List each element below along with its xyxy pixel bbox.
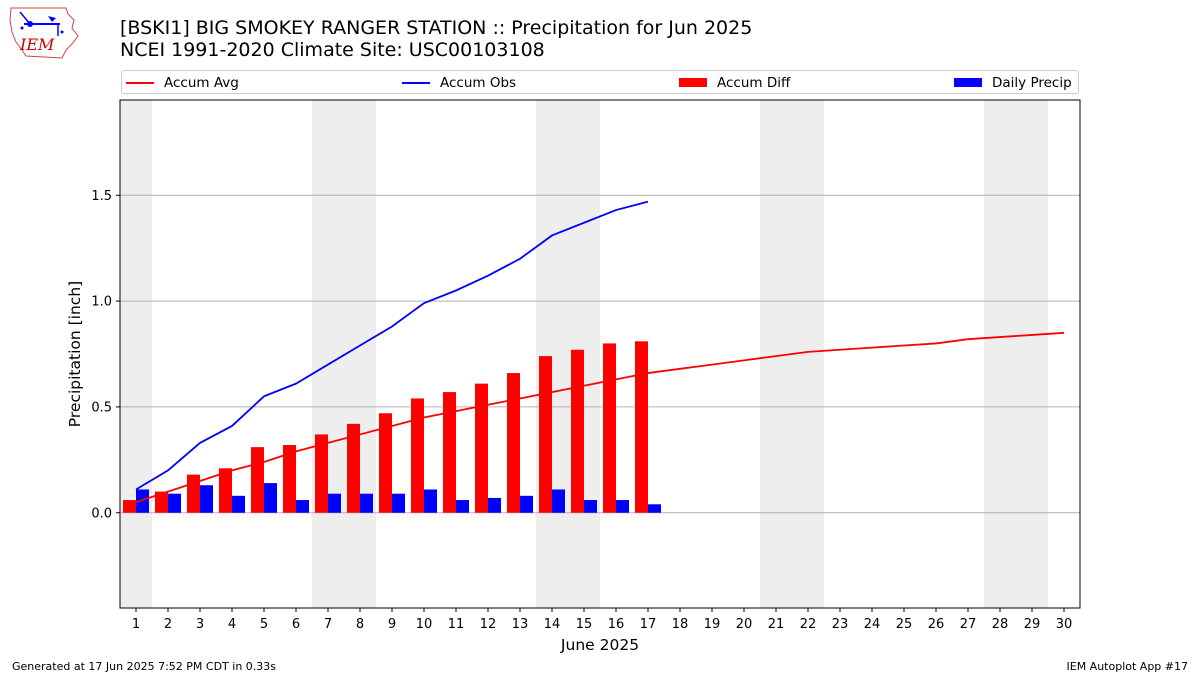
accum-diff-bar: [251, 447, 264, 513]
iem-logo-text: IEM: [19, 35, 55, 54]
title-line-2: NCEI 1991-2020 Climate Site: USC00103108: [120, 39, 545, 61]
weekend-shade: [984, 100, 1048, 608]
legend-item-daily-precip: Daily Precip: [954, 74, 1072, 91]
plot-frame: [119, 99, 1081, 609]
x-tick-label: 29: [1024, 617, 1041, 632]
accum-diff-bar: [123, 500, 136, 513]
legend-label-accum-diff: Accum Diff: [717, 74, 791, 91]
x-tick-label: 1: [132, 617, 140, 632]
daily-precip-bar: [360, 493, 373, 513]
x-tick-label: 22: [800, 617, 817, 632]
accum-diff-bar: [603, 343, 616, 513]
x-tick-label: 14: [544, 617, 561, 632]
accum-avg-line: [135, 331, 1065, 504]
x-tick-label: 17: [640, 617, 657, 632]
x-tick-label: 19: [704, 617, 721, 632]
weekend-shade: [312, 100, 376, 608]
daily-precip-bar: [488, 497, 501, 513]
x-tick-label: 12: [480, 617, 497, 632]
legend: Accum Avg Accum Obs Accum Diff Daily Pre…: [121, 70, 1079, 94]
accum-diff-bar: [347, 423, 360, 513]
accum-diff-bar: [571, 349, 584, 513]
y-tick-label: 0.0: [91, 506, 112, 521]
x-tick-label: 8: [356, 617, 364, 632]
x-tick-label: 25: [896, 617, 913, 632]
accum-diff-bar: [411, 398, 424, 513]
daily-precip-bar: [264, 483, 277, 513]
legend-label-accum-obs: Accum Obs: [440, 74, 517, 91]
daily-precip-bar: [584, 500, 597, 513]
accum-diff-bar: [379, 413, 392, 513]
weekend-shade: [536, 100, 600, 608]
y-axis-label: Precipitation [inch]: [66, 281, 84, 427]
legend-item-accum-diff: Accum Diff: [679, 74, 790, 91]
x-tick-label: 18: [672, 617, 689, 632]
y-tick-label: 1.0: [91, 295, 112, 310]
x-tick-label: 16: [608, 617, 625, 632]
iem-logo: IEM: [9, 7, 79, 59]
x-tick-label: 10: [416, 617, 433, 632]
accum-diff-bar: [283, 445, 296, 513]
x-tick-label: 2: [164, 617, 172, 632]
daily-precip-bar: [328, 493, 341, 513]
legend-item-accum-avg: Accum Avg: [126, 74, 239, 91]
x-tick-label: 30: [1056, 617, 1073, 632]
footer-app: IEM Autoplot App #17: [1066, 660, 1189, 673]
x-tick-label: 5: [260, 617, 268, 632]
daily-precip-bar: [200, 485, 213, 513]
daily-precip-bar: [296, 500, 309, 513]
accum-diff-bar: [315, 434, 328, 513]
daily-precip-bar: [456, 500, 469, 513]
legend-swatch-accum-avg: [126, 81, 154, 84]
x-tick-label: 3: [196, 617, 204, 632]
accum-diff-bar: [539, 356, 552, 513]
x-tick-label: 24: [864, 617, 881, 632]
x-tick-label: 21: [768, 617, 785, 632]
accum-diff-bar: [443, 392, 456, 513]
x-tick-label: 7: [324, 617, 332, 632]
daily-precip-bar: [392, 493, 405, 513]
daily-precip-bar: [232, 495, 245, 513]
x-tick-label: 13: [512, 617, 529, 632]
footer-generated: Generated at 17 Jun 2025 7:52 PM CDT in …: [12, 660, 277, 673]
x-tick-label: 6: [292, 617, 300, 632]
accum-diff-bar: [635, 341, 648, 513]
daily-precip-bar: [616, 500, 629, 513]
accum-obs-line: [135, 200, 649, 491]
title-line-1: [BSKI1] BIG SMOKEY RANGER STATION :: Pre…: [120, 17, 753, 39]
x-tick-label: 11: [448, 617, 465, 632]
x-tick-label: 15: [576, 617, 593, 632]
x-tick-label: 9: [388, 617, 396, 632]
daily-precip-bar: [520, 495, 533, 513]
y-tick-label: 0.5: [91, 400, 112, 415]
x-tick-label: 4: [228, 617, 236, 632]
legend-label-accum-avg: Accum Avg: [164, 74, 239, 91]
chart-title: [BSKI1] BIG SMOKEY RANGER STATION :: Pre…: [120, 17, 752, 61]
daily-precip-bar: [136, 489, 149, 513]
y-tick-label: 1.5: [91, 189, 112, 204]
accum-diff-bar: [475, 383, 488, 513]
legend-label-daily-precip: Daily Precip: [992, 74, 1072, 91]
accum-diff-bar: [187, 474, 200, 513]
daily-precip-bar: [648, 504, 661, 513]
legend-item-accum-obs: Accum Obs: [402, 74, 516, 91]
daily-precip-bar: [168, 493, 181, 513]
x-tick-label: 28: [992, 617, 1009, 632]
accum-diff-bar: [155, 491, 168, 513]
accum-diff-bar: [219, 468, 232, 513]
legend-swatch-accum-obs: [402, 81, 430, 84]
x-tick-label: 27: [960, 617, 977, 632]
daily-precip-bar: [424, 489, 437, 513]
x-axis-label: June 2025: [560, 636, 639, 654]
legend-swatch-daily-precip: [954, 78, 982, 87]
legend-swatch-accum-diff: [679, 78, 707, 87]
x-tick-label: 26: [928, 617, 945, 632]
plot-area: [120, 100, 1080, 608]
accum-diff-bar: [507, 373, 520, 513]
x-tick-label: 23: [832, 617, 849, 632]
x-tick-label: 20: [736, 617, 753, 632]
weekend-shade: [120, 100, 152, 608]
daily-precip-bar: [552, 489, 565, 513]
